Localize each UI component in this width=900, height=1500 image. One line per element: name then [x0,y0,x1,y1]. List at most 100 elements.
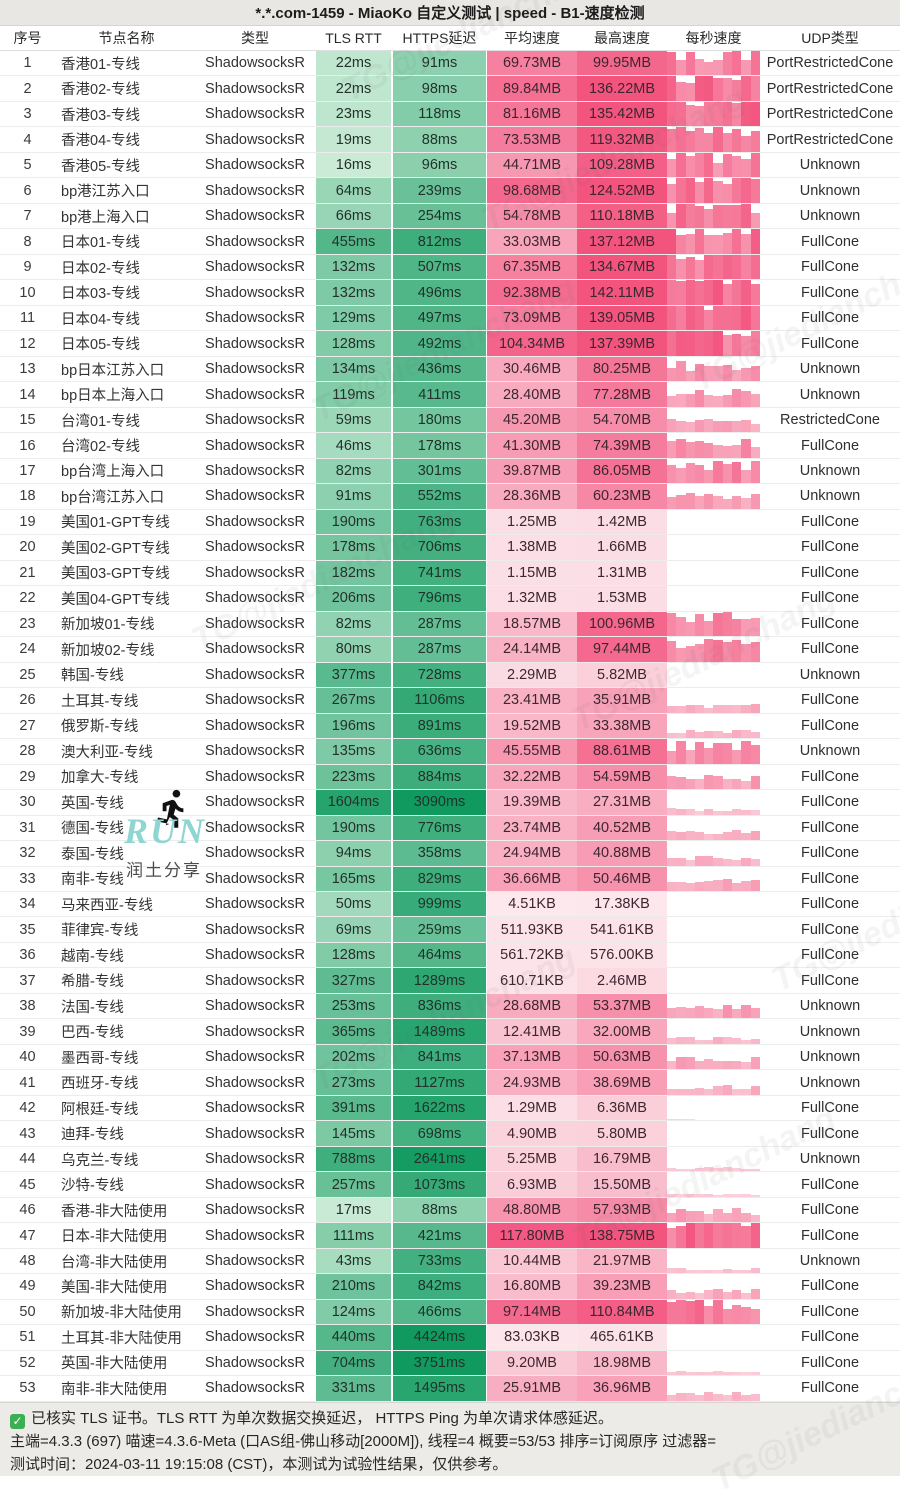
udp-type: FullCone [800,768,860,785]
speed-bar [694,1211,705,1223]
speed-bar [750,366,760,382]
per-second-speed-histogram [667,1274,760,1299]
speed-bar [704,235,714,254]
speed-bar [694,1371,705,1376]
node-name: 日本05-专线 [61,337,140,354]
row-index: 28 [19,743,36,760]
row-index: 20 [19,539,36,556]
avg-speed-cell: 561.72KB [487,942,577,968]
node-name: 土耳其-非大陆使用 [61,1330,182,1347]
speed-bar [704,1058,714,1070]
avg-speed-cell: 36.66MB [487,866,577,891]
speed-bar [694,281,705,305]
https-latency-cell: 239ms [393,178,486,203]
speed-bar [750,642,760,662]
node-name: 迪拜-专线 [61,1127,124,1144]
speed-bar [704,639,714,662]
node-name: 美国03-GPT专线 [61,566,170,583]
proxy-type: ShadowsocksR [205,590,305,607]
speed-bar [676,808,686,815]
speed-bar [667,213,677,229]
proxy-type: ShadowsocksR [205,564,305,581]
speed-bar [694,1299,705,1325]
https-latency-cell: 254ms [393,203,486,229]
speed-bar [704,1223,714,1248]
proxy-type: ShadowsocksR [205,412,305,429]
row-index: 23 [19,615,36,632]
speed-bar [667,1372,677,1376]
speed-bar [676,1194,686,1197]
speed-bar [667,1193,677,1197]
speed-bar [676,732,686,739]
udp-type: FullCone [800,819,860,836]
speed-bar [676,882,686,891]
speed-bar [676,1118,686,1121]
table-row: 16 台湾02-专线 ShadowsocksR 46ms 178ms 41.30MB 74.… [0,433,900,459]
speed-bar [685,750,695,764]
speed-bar [685,234,695,254]
proxy-type: ShadowsocksR [205,539,305,556]
https-latency-cell: 1489ms [393,1019,486,1044]
node-name: 英国-非大陆使用 [61,1356,168,1373]
speed-bar [722,464,733,484]
speed-bar [732,1305,742,1325]
avg-speed-cell: 48.80MB [487,1197,577,1223]
speed-bar [667,229,677,254]
speed-bar [667,732,677,739]
row-index: 47 [19,1227,36,1244]
row-index: 29 [19,768,36,785]
proxy-type: ShadowsocksR [205,1125,305,1142]
speed-bar [741,1168,751,1172]
footer-line-2: 主端=4.3.3 (697) 喵速=4.3.6-Meta (口AS组-佛山移动[… [10,1433,717,1450]
speed-bar [685,779,695,790]
max-speed-cell: 27.31MB [577,790,667,815]
avg-speed-cell: 37.13MB [487,1044,577,1070]
speed-bar [741,367,751,382]
speed-bar [667,1007,677,1019]
speed-bar [704,254,714,280]
row-index: 13 [19,361,36,378]
https-latency-cell: 3090ms [393,790,486,815]
table-row: 17 bp台湾上海入口 ShadowsocksR 82ms 301ms 39.87MB 86… [0,458,900,485]
udp-type: Unknown [799,182,861,199]
speed-bar [732,808,742,815]
speed-bar [704,443,714,458]
speed-bar [676,361,686,382]
avg-speed-cell: 24.94MB [487,841,577,866]
speed-bar [722,879,733,891]
node-name: 新加坡01-专线 [61,617,155,634]
speed-bar [741,233,751,254]
node-name: 澳大利亚-专线 [61,744,153,761]
speed-bar [676,127,686,152]
https-latency-cell: 3751ms [393,1350,486,1376]
per-second-speed-histogram [667,637,760,662]
tls-rtt-cell: 82ms [316,611,391,637]
speed-bar [685,493,695,509]
max-speed-cell: 109.28MB [577,152,667,178]
per-second-speed-histogram [667,433,760,458]
speed-bar [741,1269,751,1274]
udp-type: PortRestrictedCone [766,131,894,148]
node-name: 法国-专线 [61,999,124,1016]
https-latency-cell: 259ms [393,917,486,942]
speed-bar [750,745,760,764]
node-name: 美国01-GPT专线 [61,515,170,532]
speed-bar [704,1214,714,1223]
node-name: 越南-专线 [61,948,124,965]
speed-bar [732,1223,742,1248]
tls-rtt-cell: 788ms [316,1146,391,1172]
speed-bar [713,396,723,407]
avg-speed-cell: 4.90MB [487,1121,577,1146]
per-second-speed-histogram [667,1121,760,1145]
max-speed-cell: 1.53MB [577,586,667,611]
speed-bar [741,419,751,433]
speed-bar [722,183,733,203]
speed-bar [694,855,705,866]
avg-speed-cell: 16.80MB [487,1274,577,1299]
https-latency-cell: 96ms [393,152,486,178]
tls-rtt-cell: 132ms [316,254,391,280]
speed-bar [667,1167,677,1172]
speed-bar [685,1393,695,1401]
tls-rtt-cell: 132ms [316,280,391,305]
tls-rtt-cell: 440ms [316,1325,391,1350]
